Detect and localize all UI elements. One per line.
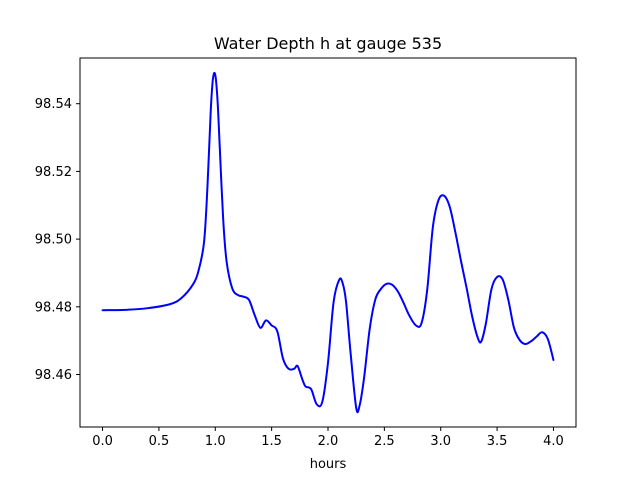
- x-tick-label: 2.0: [318, 434, 339, 449]
- x-tick-label: 0.5: [149, 434, 170, 449]
- y-tick-label: 98.52: [35, 165, 72, 180]
- x-axis-ticks: 0.0 0.5 1.0 1.5 2.0 2.5 3.0 3.5 4.0: [92, 427, 564, 449]
- plot-area-frame: [79, 57, 577, 428]
- x-tick-label: 4.0: [543, 434, 564, 449]
- x-tick-label: 3.5: [487, 434, 508, 449]
- y-tick-label: 98.54: [35, 97, 72, 112]
- x-tick-label: 0.0: [92, 434, 113, 449]
- x-tick-label: 1.5: [261, 434, 282, 449]
- x-tick-label: 3.0: [430, 434, 451, 449]
- chart-title: Water Depth h at gauge 535: [214, 34, 442, 53]
- y-tick-label: 98.48: [35, 300, 72, 315]
- y-tick-label: 98.46: [35, 368, 72, 383]
- y-axis-ticks: 98.46 98.48 98.50 98.52 98.54: [35, 97, 80, 383]
- x-axis-label: hours: [310, 457, 347, 472]
- water-depth-line: [101, 71, 555, 414]
- x-tick-label: 2.5: [374, 434, 395, 449]
- x-tick-label: 1.0: [205, 434, 226, 449]
- y-tick-label: 98.50: [35, 233, 72, 248]
